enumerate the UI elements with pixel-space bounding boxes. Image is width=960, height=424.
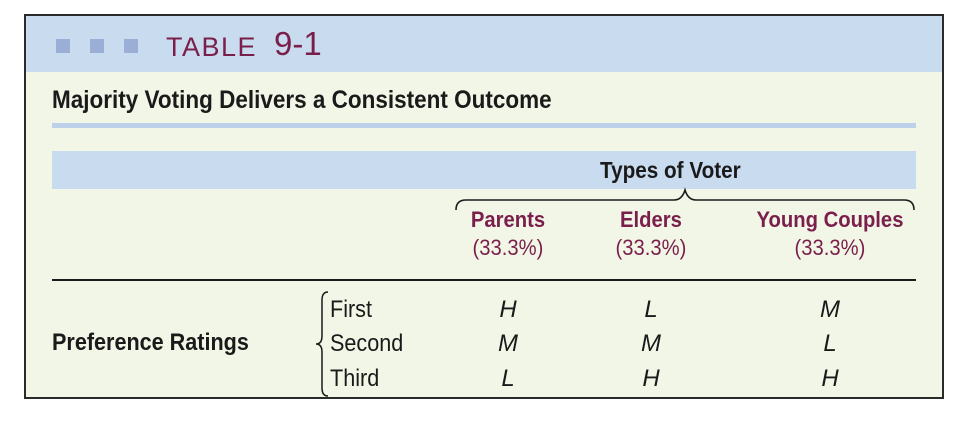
table-cell: H (499, 296, 517, 323)
table-cell: H (642, 365, 660, 392)
column-name: Parents (470, 207, 546, 232)
table-frame: TABLE 9-1 Majority Voting Delivers a Con… (24, 14, 944, 399)
column-group-band (52, 151, 916, 189)
table-cell: L (501, 365, 515, 392)
column-name: Elders (620, 207, 682, 232)
rank-label-second: Second (330, 330, 404, 357)
table-cell: M (641, 330, 661, 357)
column-name: Young Couples (756, 207, 904, 232)
row-group-label: Preference Ratings (52, 329, 249, 356)
rank-label-third: Third (330, 365, 380, 392)
decorative-square-icon (56, 39, 70, 53)
left-brace-icon (315, 291, 329, 397)
table-cell: M (498, 330, 518, 357)
header-divider (52, 279, 916, 281)
column-share: (33.3%) (794, 235, 866, 260)
column-header-elders: Elders (33.3%) (605, 206, 697, 262)
decorative-square-icon (124, 39, 138, 53)
table-cell: L (823, 330, 837, 357)
table-cell: L (644, 296, 658, 323)
decorative-square-icon (90, 39, 104, 53)
title-divider (52, 123, 916, 128)
column-group-label: Types of Voter (600, 157, 741, 183)
column-share: (33.3%) (472, 235, 544, 260)
table-label-word: TABLE (166, 32, 258, 62)
column-header-parents: Parents (33.3%) (462, 206, 554, 262)
table-label-number: 9-1 (274, 25, 322, 62)
rank-label-first: First (330, 296, 372, 323)
column-share: (33.3%) (615, 235, 687, 260)
top-brace-icon (455, 187, 915, 211)
table-cell: H (821, 365, 839, 392)
table-header-bar (26, 16, 942, 72)
table-title: Majority Voting Delivers a Consistent Ou… (52, 86, 552, 114)
table-cell: M (820, 296, 840, 323)
column-header-young-couples: Young Couples (33.3%) (749, 206, 911, 262)
